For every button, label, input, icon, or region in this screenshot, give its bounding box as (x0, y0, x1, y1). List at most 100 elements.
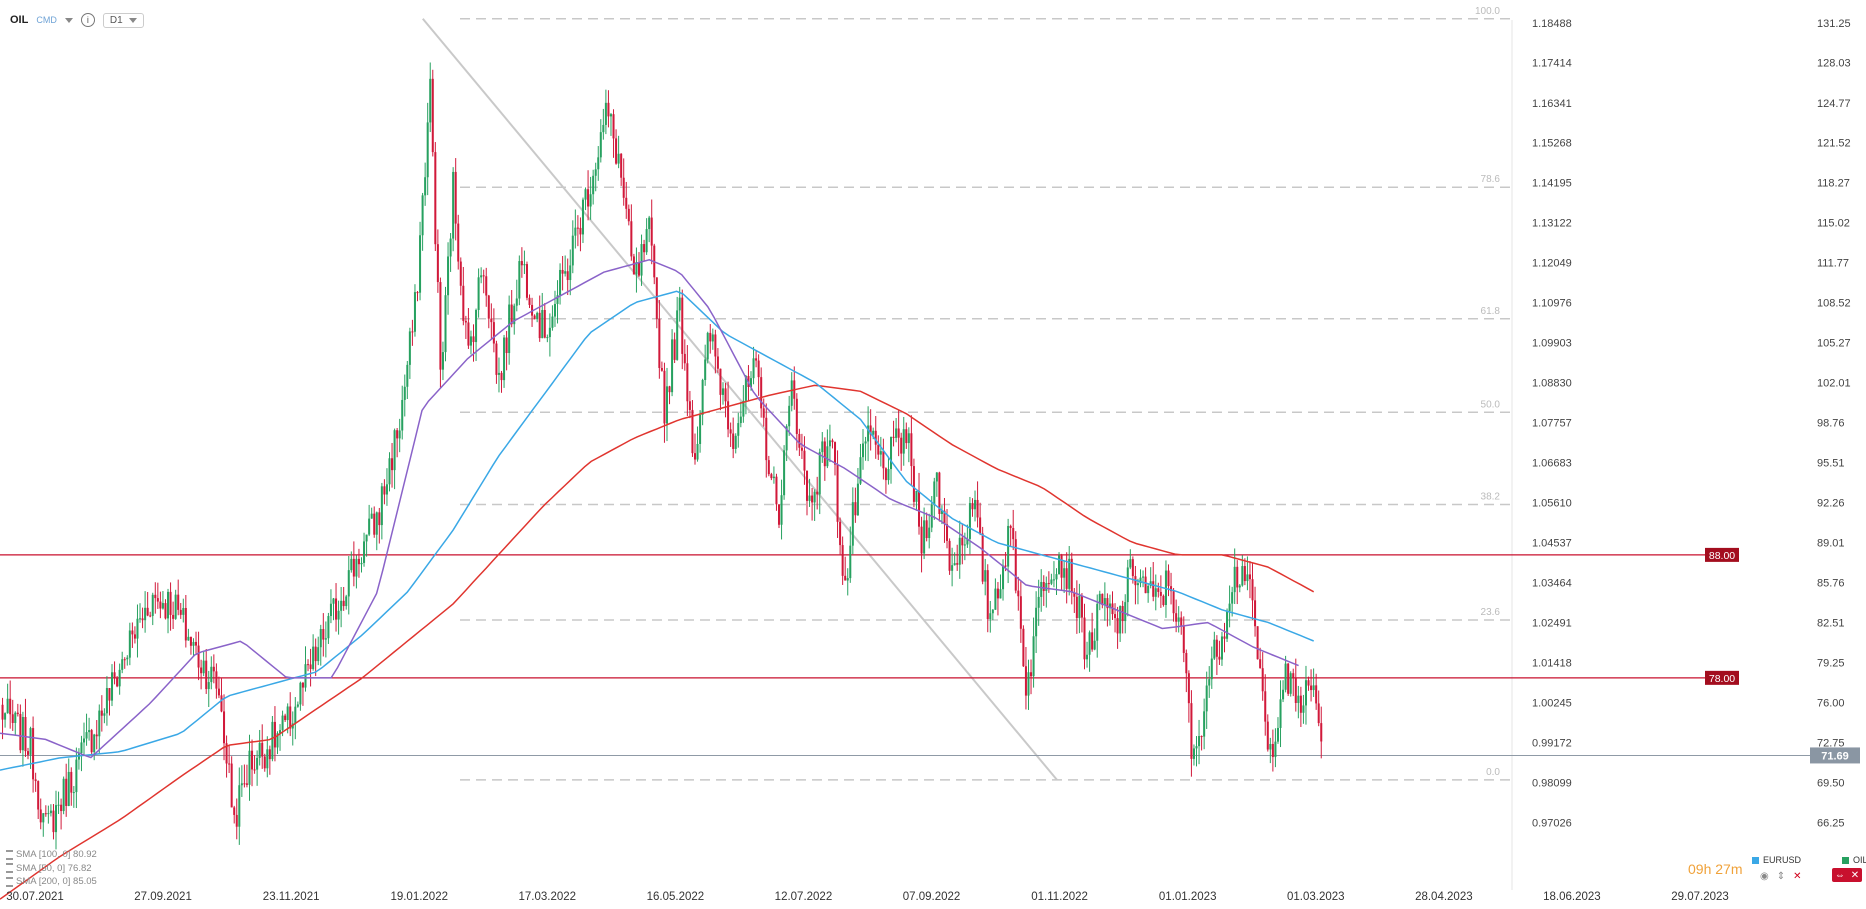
candle-body (93, 734, 96, 753)
y-tick-label-secondary: 1.09903 (1532, 338, 1572, 350)
candle-body (836, 464, 839, 522)
candle-body (60, 804, 63, 812)
candle-body (655, 277, 658, 319)
candle-body (197, 645, 200, 668)
y-tick-label: 85.76 (1817, 577, 1845, 589)
menu-icon[interactable] (6, 849, 13, 860)
sma-50-legend[interactable]: SMA [50, 0] 76.82 (6, 862, 97, 876)
candle-body (156, 598, 159, 602)
candle-body (154, 594, 157, 599)
candle-body (32, 728, 35, 780)
candle-body (307, 664, 310, 666)
candle-body (1052, 579, 1055, 581)
candle-body (233, 807, 236, 815)
y-tick-label: 105.27 (1817, 338, 1851, 350)
candle-body (426, 122, 429, 178)
sma-200-legend[interactable]: SMA [200, 0] 85.05 (6, 875, 97, 889)
candle-body (327, 616, 330, 639)
candle-body (4, 713, 7, 720)
candle-body (831, 440, 834, 443)
candle-body (615, 138, 618, 164)
menu-icon[interactable] (6, 863, 13, 874)
candle-body (332, 598, 335, 604)
close-icon[interactable]: ✕ (1793, 871, 1802, 882)
candle-body (897, 428, 900, 438)
info-icon[interactable]: i (80, 13, 95, 27)
candle-body (352, 558, 355, 577)
candle-body (879, 451, 882, 455)
candle-body (640, 244, 643, 276)
candle-body (1124, 602, 1127, 622)
sma-100-legend[interactable]: SMA [100, 0] 80.92 (6, 848, 97, 862)
eye-icon[interactable]: ◉ (1760, 871, 1769, 882)
candle-body (363, 541, 366, 563)
candle-body (1126, 567, 1129, 603)
candle-body (625, 197, 628, 209)
candle-body (1103, 598, 1106, 605)
y-tick-label: 111.77 (1817, 258, 1849, 270)
candle-body (1226, 611, 1229, 639)
candle-body (167, 591, 170, 619)
candle-body (365, 534, 368, 542)
y-tick-label-secondary: 0.97026 (1532, 817, 1572, 829)
candle-body (100, 710, 103, 716)
candle-body (864, 441, 867, 444)
candle-body (350, 558, 353, 571)
candle-body (974, 499, 977, 510)
candle-body (727, 401, 730, 430)
compare-oil[interactable]: OIL (1842, 855, 1866, 865)
candle-body (1302, 705, 1305, 713)
candle-body (701, 380, 704, 415)
sma-100-line (0, 290, 1314, 771)
candle-body (261, 742, 264, 757)
candle-body (821, 441, 824, 453)
candle-body (388, 458, 391, 485)
candle-body (1149, 581, 1152, 586)
y-tick-label: 72.75 (1817, 737, 1845, 749)
symbol-dropdown-icon[interactable] (64, 17, 73, 23)
move-icon[interactable]: ⇕ (1776, 871, 1786, 882)
candle-body (976, 499, 979, 518)
candle-body (645, 229, 648, 253)
move-icon[interactable]: ⇔ (1834, 869, 1845, 881)
y-tick-label-secondary: 0.99172 (1532, 737, 1572, 749)
candle-body (637, 262, 641, 276)
candle-body (1131, 559, 1134, 577)
candle-body (571, 235, 574, 266)
candle-body (1310, 685, 1313, 691)
y-tick-label: 69.50 (1817, 777, 1845, 789)
candle-body (1312, 685, 1315, 691)
candle-body (1292, 673, 1295, 679)
candle-body (691, 409, 694, 454)
candle-body (184, 608, 187, 641)
candle-body (986, 570, 989, 620)
candle-body (49, 810, 52, 814)
candle-body (553, 303, 556, 317)
candle-body (289, 706, 292, 729)
menu-icon[interactable] (6, 876, 13, 887)
candle-body (721, 388, 725, 395)
candle-body (116, 678, 119, 687)
close-icon[interactable]: ✕ (1850, 869, 1860, 881)
candle-body (928, 527, 931, 539)
countdown-hours: 09 (1688, 861, 1704, 877)
candle-body (329, 603, 332, 617)
candle-body (744, 376, 747, 401)
candle-body (556, 295, 559, 304)
compare-eurusd[interactable]: EURUSD (1752, 855, 1801, 865)
candle-body (803, 450, 806, 471)
candle-body (859, 457, 862, 484)
x-tick-label: 29.07.2023 (1671, 891, 1729, 903)
candle-body (732, 433, 735, 449)
timeframe-select[interactable]: D1 (102, 12, 144, 28)
x-tick-label: 28.04.2023 (1415, 891, 1473, 903)
y-tick-label: 128.03 (1817, 58, 1851, 70)
candle-body (587, 189, 590, 207)
candle-body (355, 558, 358, 577)
candle-body (594, 169, 597, 176)
symbol-name[interactable]: OIL (10, 14, 29, 26)
candle-body (1317, 703, 1320, 724)
candle-body (1040, 582, 1043, 597)
y-tick-label-secondary: 1.17414 (1532, 58, 1572, 70)
